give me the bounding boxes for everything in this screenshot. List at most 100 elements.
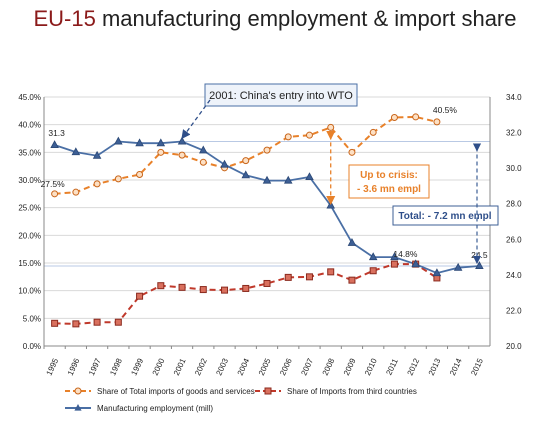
legend-label-0: Share of Total imports of goods and serv… (97, 387, 255, 396)
point-employment (390, 252, 399, 261)
y-left-tick-label: 5.0% (23, 314, 41, 323)
point-total-imports (433, 118, 441, 126)
x-tick-label: 1999 (129, 356, 145, 376)
total-annotation-box (392, 205, 499, 226)
x-tick-label: 2008 (321, 356, 337, 376)
point-total-imports (199, 158, 207, 166)
x-tick-label: 2010 (363, 356, 379, 376)
point-employment (475, 261, 484, 269)
point-third-countries (284, 273, 292, 281)
point-third-countries (327, 268, 335, 276)
x-tick-label: 2002 (193, 356, 209, 376)
point-total-imports (157, 148, 165, 156)
x-tick-label: 2013 (427, 356, 443, 376)
point-total-imports (305, 131, 313, 139)
y-left-tick-label: 30.0% (18, 176, 41, 185)
point-third-countries (93, 318, 101, 326)
point-total-imports (93, 180, 101, 188)
point-employment (411, 259, 420, 268)
chart-title-highlight: EU-15 (33, 6, 96, 31)
point-third-countries (178, 283, 186, 291)
point-total-imports (51, 190, 59, 198)
point-employment (114, 136, 123, 145)
point-total-imports (327, 123, 335, 131)
point-total-imports (390, 113, 398, 121)
legend-marker-employment (74, 404, 82, 411)
x-tick-label: 2000 (151, 356, 167, 376)
y-left-tick-label: 25.0% (18, 204, 41, 213)
crisis-annotation-line2: - 3.6 mn empl (357, 184, 421, 195)
point-third-countries (221, 286, 229, 294)
data-label-total-first: 27.5% (41, 179, 66, 189)
wto-annotation-text: 2001: China's entry into WTO (209, 90, 353, 102)
data-label-total-last: 40.5% (433, 105, 458, 115)
point-third-countries (242, 284, 250, 292)
point-third-countries (390, 260, 398, 268)
x-tick-label: 2011 (384, 357, 400, 377)
x-tick-label: 2009 (342, 356, 358, 376)
y-right-tick-label: 26.0 (506, 235, 522, 244)
point-employment (283, 175, 293, 184)
point-employment (262, 175, 272, 184)
legend-label-2: Manufacturing employment (mill) (97, 404, 213, 413)
total-annotation-text: Total: - 7.2 mn empl (398, 211, 491, 222)
data-label-employment-first: 31.3 (48, 128, 65, 138)
x-axis: 1995 1996 1997 1998 1999 2000 2001 2002 2003 2004… (43, 345, 490, 377)
x-tick-label: 2006 (278, 356, 294, 376)
point-third-countries (369, 267, 377, 275)
point-employment (347, 238, 357, 246)
crisis-annotation-line1: Up to crisis: (360, 170, 418, 181)
point-total-imports (348, 148, 356, 156)
point-third-countries (136, 292, 144, 300)
point-employment (156, 138, 166, 147)
legend-label-1: Share of Imports from third countries (287, 387, 417, 396)
point-third-countries (51, 319, 59, 327)
data-label-third-last: 14.8% (393, 249, 418, 259)
x-tick-label: 2007 (299, 356, 315, 376)
x-tick-label: 2001 (172, 356, 188, 376)
point-third-countries (157, 282, 165, 290)
point-employment (368, 252, 378, 261)
y-right-tick-label: 24.0 (506, 271, 522, 280)
reference-lines (44, 140, 490, 267)
x-tick-label: 2012 (406, 356, 422, 376)
legend: Share of Total imports of goods and serv… (65, 387, 417, 413)
point-total-imports (178, 151, 186, 159)
y-left-tick-label: 0.0% (23, 342, 41, 351)
wto-arrow (181, 99, 211, 140)
point-third-countries (114, 318, 122, 326)
annotations: 2001: China's entry into WTO Up to crisis… (181, 83, 499, 265)
y-left-tick-label: 20.0% (18, 231, 41, 240)
x-tick-label: 2003 (214, 356, 230, 376)
point-third-countries (263, 279, 271, 287)
x-tick-label: 2015 (469, 356, 485, 376)
point-third-countries (305, 273, 313, 281)
point-total-imports (284, 133, 292, 141)
y-right-tick-label: 20.0 (506, 342, 522, 351)
point-employment (92, 150, 102, 159)
y-right-tick-label: 34.0 (506, 93, 522, 102)
point-total-imports (136, 170, 144, 178)
series-markers (50, 113, 484, 328)
point-employment (177, 136, 187, 145)
y-left-tick-label: 40.0% (18, 121, 41, 130)
y-left-tick-label: 10.0% (18, 287, 41, 296)
point-employment (220, 159, 229, 168)
y-right-tick-label: 30.0 (506, 164, 522, 173)
point-employment (305, 172, 314, 181)
x-tick-label: 1995 (45, 356, 61, 376)
y-axis-left: 0.0% 5.0% 10.0% 15.0% 20.0% 25.0% 30.0% 35.0% 40… (18, 93, 45, 351)
chart-title-rest: manufacturing employment & import share (95, 6, 517, 31)
point-total-imports (242, 157, 250, 165)
chart-title: EU-15 manufacturing employment & import … (0, 6, 550, 32)
point-employment (453, 262, 463, 271)
y-right-tick-label: 28.0 (506, 200, 522, 209)
y-right-tick-label: 22.0 (506, 306, 522, 315)
series-line-1 (54, 263, 438, 325)
point-total-imports (263, 146, 271, 154)
wto-annotation-box (204, 83, 358, 107)
y-left-tick-label: 45.0% (18, 93, 41, 102)
point-third-countries (348, 276, 356, 284)
point-employment (199, 145, 208, 154)
